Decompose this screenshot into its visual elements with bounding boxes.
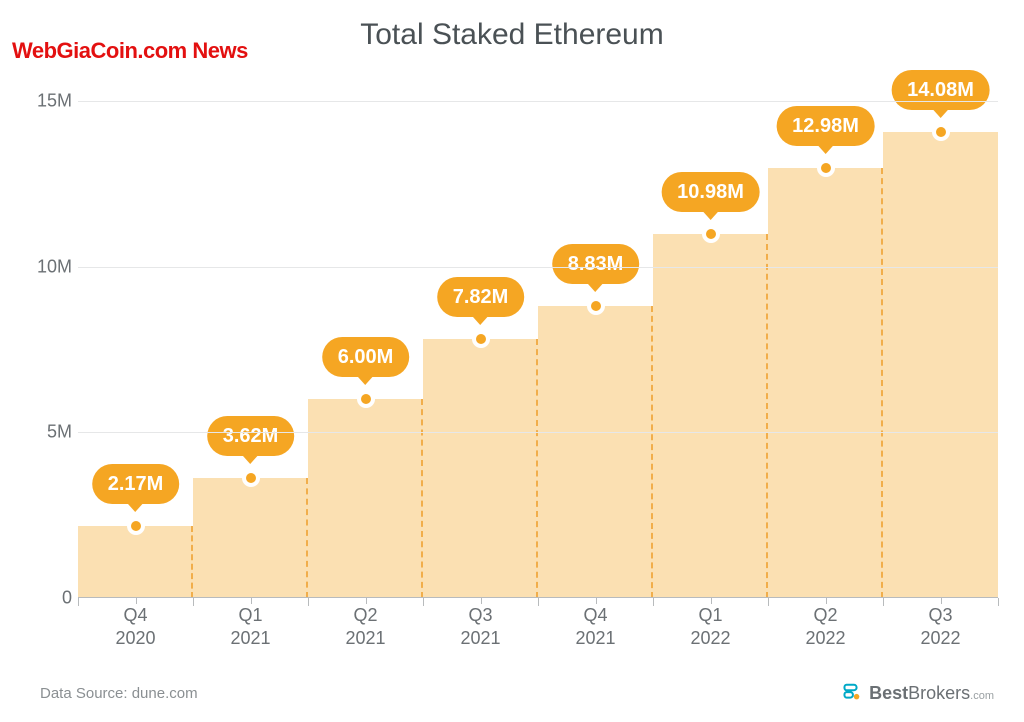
x-tick-mark bbox=[711, 598, 712, 604]
brand-name-rest: Brokers bbox=[908, 683, 970, 703]
x-axis-labels: Q42020Q12021Q22021Q32021Q42021Q12022Q220… bbox=[78, 604, 998, 651]
value-dot bbox=[242, 469, 260, 487]
bar bbox=[768, 168, 883, 598]
value-bubble: 8.83M bbox=[552, 244, 640, 284]
bar-slot: 8.83M bbox=[538, 68, 653, 598]
value-bubble: 6.00M bbox=[322, 337, 410, 377]
brand-tld: .com bbox=[970, 690, 994, 702]
bar-slot: 7.82M bbox=[423, 68, 538, 598]
x-tick-label: Q22022 bbox=[768, 604, 883, 651]
x-tick-mark bbox=[883, 598, 884, 606]
brand-icon bbox=[841, 682, 863, 704]
y-tick-label: 10M bbox=[37, 256, 72, 277]
grid-line bbox=[78, 267, 998, 268]
bar bbox=[193, 478, 308, 598]
x-tick-mark bbox=[596, 598, 597, 604]
x-tick-mark bbox=[998, 598, 999, 606]
value-dot bbox=[587, 297, 605, 315]
footer: Data Source: dune.com BestBrokers.com bbox=[40, 682, 994, 704]
bar bbox=[78, 526, 193, 598]
bar bbox=[653, 234, 768, 598]
y-tick-label: 15M bbox=[37, 91, 72, 112]
value-dot bbox=[702, 225, 720, 243]
value-bubble: 12.98M bbox=[776, 106, 875, 146]
data-source-text: Data Source: dune.com bbox=[40, 685, 198, 702]
bar-slot: 2.17M bbox=[78, 68, 193, 598]
x-tick-mark bbox=[826, 598, 827, 604]
x-tick-mark bbox=[653, 598, 654, 606]
bar-slot: 10.98M bbox=[653, 68, 768, 598]
x-tick-mark bbox=[423, 598, 424, 606]
value-bubble: 10.98M bbox=[661, 172, 760, 212]
x-tick-label: Q42020 bbox=[78, 604, 193, 651]
x-tick-mark bbox=[193, 598, 194, 606]
value-dot bbox=[127, 517, 145, 535]
value-dot bbox=[472, 330, 490, 348]
x-tick-label: Q12022 bbox=[653, 604, 768, 651]
value-bubble: 7.82M bbox=[437, 277, 525, 317]
x-tick-label: Q42021 bbox=[538, 604, 653, 651]
x-tick-label: Q12021 bbox=[193, 604, 308, 651]
brand-logo: BestBrokers.com bbox=[841, 682, 994, 704]
value-dot bbox=[932, 123, 950, 141]
y-tick-label: 5M bbox=[47, 422, 72, 443]
bar-slot: 14.08M bbox=[883, 68, 998, 598]
bar bbox=[538, 306, 653, 598]
bar bbox=[308, 399, 423, 598]
bar-slot: 12.98M bbox=[768, 68, 883, 598]
bar-slot: 3.62M bbox=[193, 68, 308, 598]
value-bubble: 14.08M bbox=[891, 70, 990, 110]
x-tick-mark bbox=[941, 598, 942, 604]
x-tick-mark bbox=[78, 598, 79, 606]
x-tick-mark bbox=[481, 598, 482, 604]
x-tick-label: Q32022 bbox=[883, 604, 998, 651]
y-axis: 05M10M15M bbox=[28, 68, 78, 598]
value-dot bbox=[357, 390, 375, 408]
grid-line bbox=[78, 432, 998, 433]
bar bbox=[423, 339, 538, 598]
bar-slot: 6.00M bbox=[308, 68, 423, 598]
grid-line bbox=[78, 101, 998, 102]
brand-name-bold: Best bbox=[869, 683, 908, 703]
x-tick-label: Q22021 bbox=[308, 604, 423, 651]
value-dot bbox=[817, 159, 835, 177]
brand-text: BestBrokers.com bbox=[869, 683, 994, 704]
x-tick-mark bbox=[308, 598, 309, 606]
x-tick-mark bbox=[366, 598, 367, 604]
watermark-text: WebGiaCoin.com News bbox=[12, 38, 248, 64]
chart-container: 0 5M 10M 15M 2.17M 3.62M 6.00M 7.82M 8.83M 10.98… bbox=[28, 68, 998, 638]
x-tick-mark bbox=[136, 598, 137, 604]
x-tick-mark bbox=[251, 598, 252, 604]
x-tick-mark bbox=[768, 598, 769, 606]
x-tick-mark bbox=[538, 598, 539, 606]
y-tick-label: 0 bbox=[62, 588, 72, 609]
plot-area: 2.17M 3.62M 6.00M 7.82M 8.83M 10.98M 12.98M 14.… bbox=[78, 68, 998, 598]
value-bubble: 3.62M bbox=[207, 416, 295, 456]
value-bubble: 2.17M bbox=[92, 464, 180, 504]
x-tick-label: Q32021 bbox=[423, 604, 538, 651]
bar bbox=[883, 132, 998, 598]
bars-group: 2.17M 3.62M 6.00M 7.82M 8.83M 10.98M 12.98M 14.… bbox=[78, 68, 998, 598]
